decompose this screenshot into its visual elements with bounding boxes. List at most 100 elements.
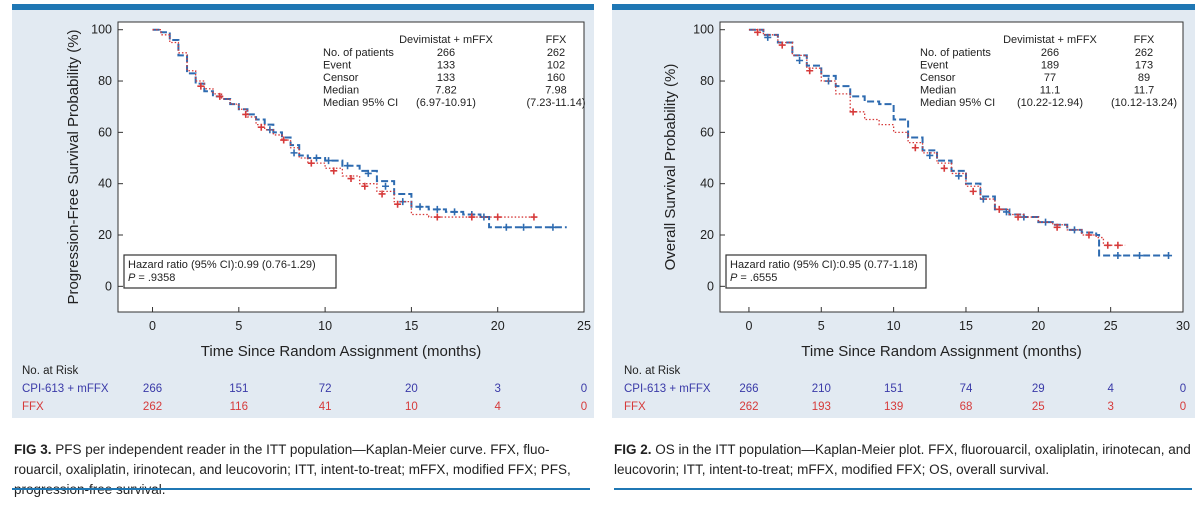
risk-value: 3 bbox=[495, 383, 501, 395]
risk-value: 0 bbox=[581, 401, 587, 413]
hazard-ratio-box bbox=[725, 254, 927, 289]
stats-row-label: Censor bbox=[323, 72, 359, 84]
y-tick-label: 60 bbox=[700, 125, 714, 139]
risk-value: 266 bbox=[143, 383, 162, 395]
censor-mark bbox=[926, 151, 934, 159]
y-tick-label: 40 bbox=[700, 177, 714, 191]
risk-value: 262 bbox=[739, 401, 758, 413]
stats-value-ffx: (7.23-11.14) bbox=[526, 97, 585, 109]
y-tick-label: 40 bbox=[98, 177, 112, 191]
censor-mark bbox=[433, 205, 441, 213]
y-tick-label: 100 bbox=[693, 23, 714, 37]
censor-mark bbox=[549, 223, 557, 231]
censor-mark bbox=[242, 110, 250, 118]
hazard-ratio-label: Hazard ratio (95% CI): bbox=[128, 259, 237, 271]
censor-mark bbox=[394, 200, 402, 208]
caption-rule bbox=[614, 488, 1192, 490]
stats-value-ffx: 7.98 bbox=[545, 85, 566, 97]
stats-value-ffx: 262 bbox=[1135, 47, 1153, 59]
censor-mark bbox=[530, 213, 538, 221]
stats-value-ffx: 173 bbox=[1135, 60, 1153, 72]
censor-mark bbox=[849, 108, 857, 116]
stats-value-devimistat: (10.22-12.94) bbox=[1017, 97, 1083, 109]
stats-value-devimistat: 11.1 bbox=[1040, 85, 1061, 97]
x-tick-label: 0 bbox=[745, 319, 752, 333]
censor-mark bbox=[433, 213, 441, 221]
p-value-text: P = .9358 bbox=[128, 272, 175, 284]
risk-value: 68 bbox=[960, 401, 973, 413]
km-curve-devimistat bbox=[748, 28, 1169, 257]
x-tick-label: 30 bbox=[1176, 319, 1190, 333]
stats-value-devimistat: 133 bbox=[437, 72, 455, 84]
risk-value: 29 bbox=[1032, 383, 1045, 395]
km-curve-ffx bbox=[152, 29, 533, 218]
stats-value-devimistat: 133 bbox=[437, 60, 455, 72]
x-tick-label: 25 bbox=[1104, 319, 1118, 333]
stats-row-label: Median bbox=[323, 85, 359, 97]
stats-value-ffx: 89 bbox=[1138, 72, 1150, 84]
risk-value: 193 bbox=[812, 401, 831, 413]
x-tick-label: 15 bbox=[959, 319, 973, 333]
censor-mark bbox=[468, 213, 476, 221]
y-axis-label: Progression-Free Survival Probability (%… bbox=[65, 29, 82, 304]
x-tick-label: 10 bbox=[318, 319, 332, 333]
x-axis-label: Time Since Random Assignment (months) bbox=[801, 343, 1081, 360]
risk-value: 139 bbox=[884, 401, 903, 413]
risk-value: 151 bbox=[884, 383, 903, 395]
censor-mark bbox=[330, 167, 338, 175]
p-label: P bbox=[128, 272, 136, 284]
censor-mark bbox=[257, 123, 265, 131]
censor-mark bbox=[197, 82, 205, 90]
hazard-ratio-label: Hazard ratio (95% CI): bbox=[730, 259, 839, 271]
censor-mark bbox=[216, 92, 224, 100]
y-tick-label: 80 bbox=[700, 74, 714, 88]
stats-value-devimistat: 7.82 bbox=[435, 85, 456, 97]
censor-mark bbox=[378, 190, 386, 198]
stats-row-label: Median 95% CI bbox=[323, 97, 398, 109]
risk-value: 20 bbox=[405, 383, 418, 395]
censor-mark bbox=[911, 144, 919, 152]
stats-value-ffx: 160 bbox=[547, 72, 565, 84]
censor-mark bbox=[344, 162, 352, 170]
stats-row-label: Event bbox=[323, 60, 351, 72]
stats-value-devimistat: 266 bbox=[437, 47, 455, 59]
censor-mark bbox=[502, 223, 510, 231]
censor-mark bbox=[280, 136, 288, 144]
censor-mark bbox=[1053, 223, 1061, 231]
x-tick-label: 25 bbox=[577, 319, 591, 333]
hazard-ratio-box bbox=[123, 254, 337, 289]
risk-value: 10 bbox=[405, 401, 418, 413]
stats-value-devimistat: 77 bbox=[1044, 72, 1056, 84]
stats-header-ffx: FFX bbox=[1134, 34, 1155, 46]
risk-value: 210 bbox=[812, 383, 831, 395]
risk-table-title: No. at Risk bbox=[624, 365, 680, 377]
y-tick-label: 0 bbox=[707, 279, 714, 293]
censor-mark bbox=[806, 67, 814, 75]
x-tick-label: 5 bbox=[818, 319, 825, 333]
x-tick-label: 20 bbox=[1031, 319, 1045, 333]
stats-header-devimistat: Devimistat + mFFX bbox=[1003, 34, 1097, 46]
risk-value: 0 bbox=[581, 383, 587, 395]
censor-mark bbox=[754, 28, 762, 36]
stats-header-ffx: FFX bbox=[546, 34, 567, 46]
censor-mark bbox=[307, 159, 315, 167]
x-tick-label: 20 bbox=[491, 319, 505, 333]
figure-caption: FIG 3. PFS per independent reader in the… bbox=[14, 440, 592, 500]
y-tick-label: 80 bbox=[98, 74, 112, 88]
risk-row-label: CPI-613 + mFFX bbox=[624, 383, 711, 395]
figure-top-bar bbox=[612, 4, 1195, 10]
censor-mark bbox=[382, 182, 390, 190]
censor-mark bbox=[451, 208, 459, 216]
figure-caption: FIG 2. OS in the ITT population—Kaplan-M… bbox=[614, 440, 1194, 480]
caption-rule bbox=[12, 488, 590, 490]
censor-mark bbox=[494, 213, 502, 221]
censor-mark bbox=[940, 164, 948, 172]
caption-text: OS in the ITT population—Kaplan-Meier pl… bbox=[614, 442, 1191, 477]
risk-value: 116 bbox=[230, 401, 248, 413]
stats-row-label: No. of patients bbox=[920, 47, 991, 59]
censor-mark bbox=[1014, 213, 1022, 221]
censor-mark bbox=[1136, 252, 1144, 260]
y-tick-label: 100 bbox=[91, 23, 112, 37]
